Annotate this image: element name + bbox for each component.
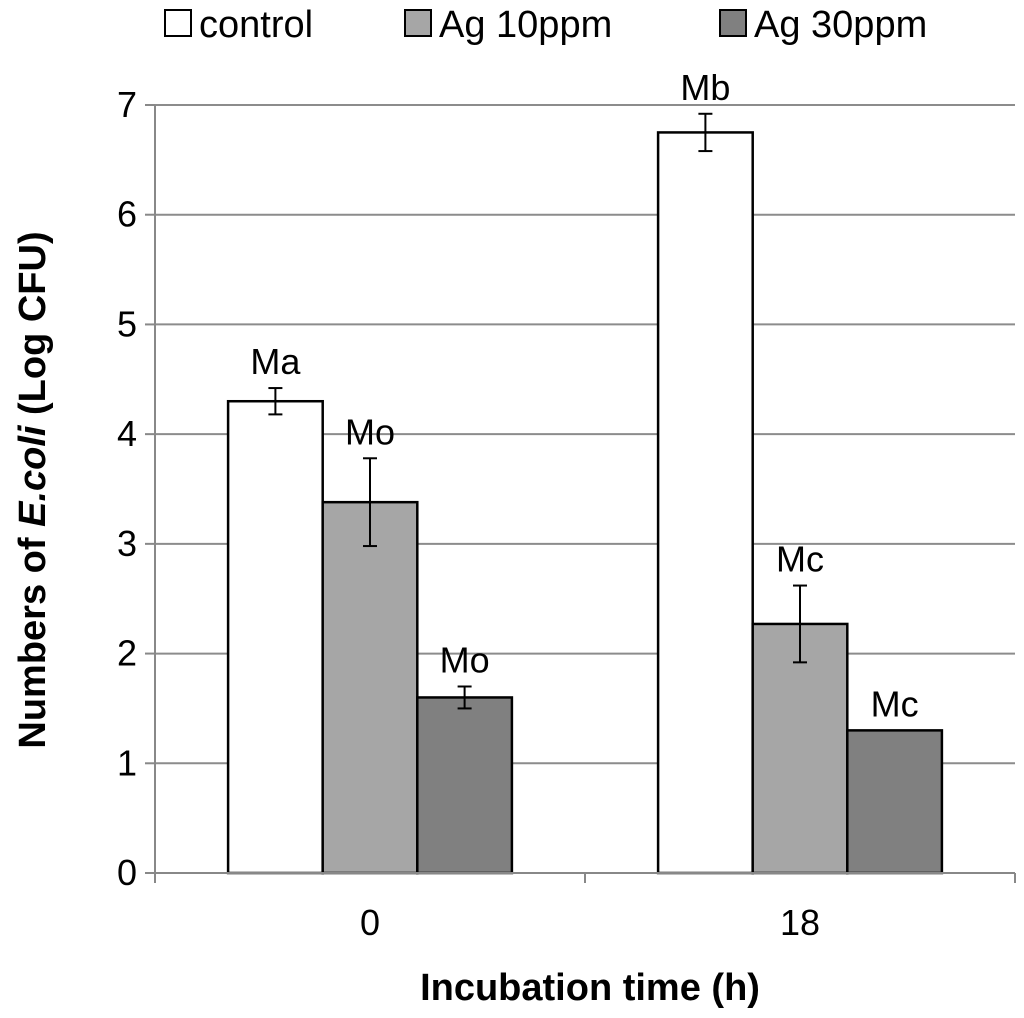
- y-axis-title-prefix: Numbers of: [12, 527, 54, 749]
- bar-control: [226, 399, 324, 875]
- y-axis-title-organism: E.coli: [12, 424, 54, 527]
- legend-label: control: [199, 4, 313, 46]
- legend-swatch: [404, 9, 432, 37]
- y-tick-label: 4: [117, 413, 137, 454]
- bar-ag-30ppm: [416, 696, 514, 875]
- bar-ag-10ppm: [321, 500, 419, 875]
- x-tick-label: 0: [360, 902, 380, 943]
- y-tick-label: 5: [117, 303, 137, 344]
- bar-annotation: Mo: [440, 639, 490, 680]
- y-axis-title-suffix: (Log CFU): [12, 231, 54, 425]
- axes: [145, 104, 1016, 883]
- x-tick-label: 18: [780, 902, 820, 943]
- legend-label: Ag 10ppm: [439, 4, 612, 46]
- legend-label: Ag 30ppm: [754, 4, 927, 46]
- tick-labels: 0 1 2 3 4 5 6 7 0 18: [117, 84, 820, 943]
- y-tick-label: 6: [117, 194, 137, 235]
- bar-annotation: Mc: [776, 539, 824, 580]
- bar-control: [656, 131, 754, 875]
- bar-ag-30ppm: [846, 729, 944, 875]
- bar-annotation: Ma: [250, 341, 301, 382]
- y-tick-label: 3: [117, 523, 137, 564]
- y-axis-title: Numbers of E.coli (Log CFU): [12, 231, 54, 748]
- y-tick-label: 0: [117, 852, 137, 893]
- y-tick-label: 2: [117, 633, 137, 674]
- y-tick-label: 7: [117, 84, 137, 125]
- legend-swatch: [719, 9, 747, 37]
- bar-annotation: Mc: [871, 683, 919, 724]
- x-axis-title: Incubation time (h): [420, 967, 760, 1009]
- legend: control Ag 10ppm Ag 30ppm: [164, 4, 927, 46]
- legend-swatch: [164, 9, 192, 37]
- bar-annotation: Mo: [345, 411, 395, 452]
- bar-annotation: Mb: [680, 67, 730, 108]
- bars: Ma Mo Mo Mb Mc Mc: [226, 67, 944, 875]
- y-tick-label: 1: [117, 742, 137, 783]
